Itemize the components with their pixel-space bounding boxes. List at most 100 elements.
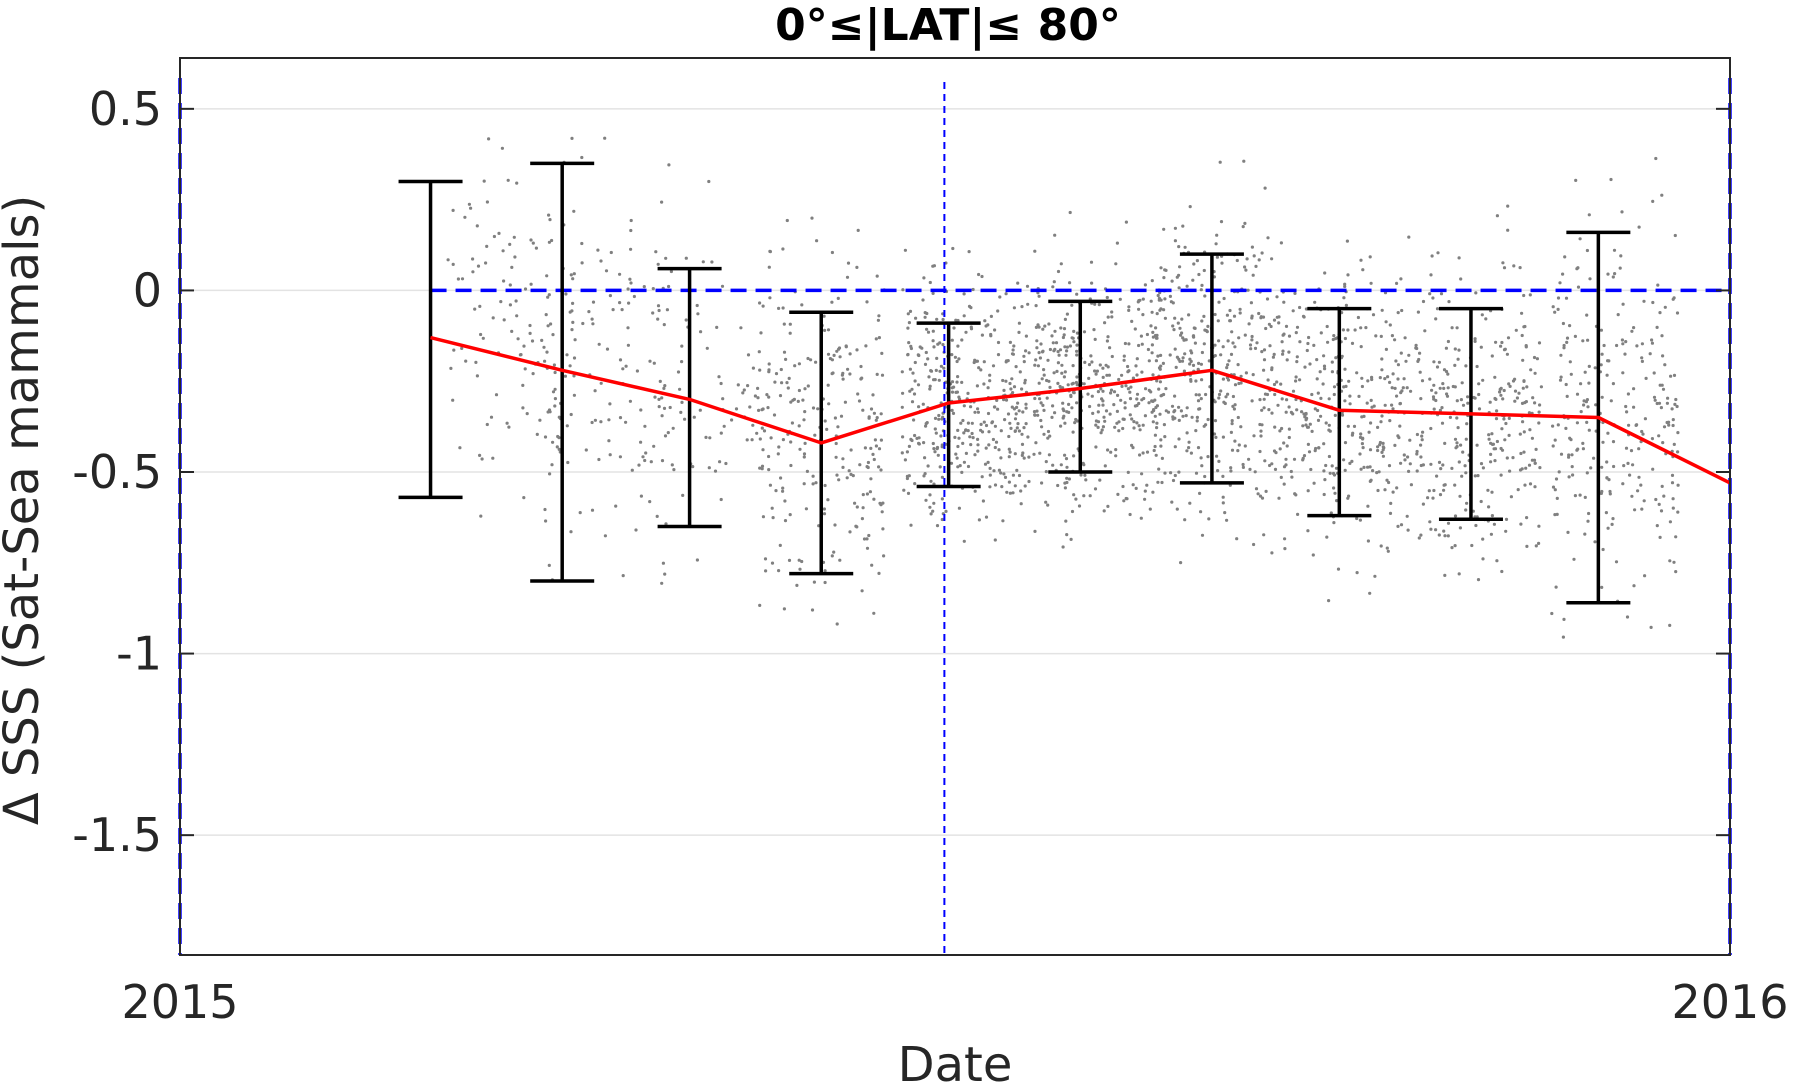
scatter-point [572,356,577,360]
scatter-point [1651,199,1655,203]
scatter-point [1162,423,1166,427]
scatter-point [487,137,491,141]
scatter-point [1260,350,1264,354]
scatter-point [1457,460,1461,464]
scatter-point [1195,415,1199,419]
scatter-point [1217,300,1221,304]
scatter-point [1393,443,1397,447]
scatter-point [497,231,501,235]
scatter-point [1671,423,1675,428]
scatter-point [1606,359,1610,363]
scatter-point [782,607,787,611]
scatter-point [1268,463,1272,468]
scatter-point [1474,291,1478,295]
scatter-point [1109,388,1114,392]
scatter-point [1137,307,1141,311]
scatter-point [935,524,940,528]
scatter-point [823,569,827,573]
scatter-point [988,373,992,377]
scatter-point [1651,300,1655,305]
scatter-point [1235,537,1239,541]
scatter-point [1316,391,1320,395]
scatter-point [1293,492,1297,496]
scatter-point [1284,410,1288,414]
scatter-point [1495,559,1499,563]
scatter-point [753,394,758,398]
scatter-point [730,418,734,422]
scatter-point [599,259,603,263]
scatter-point [1267,408,1271,412]
scatter-point [786,386,790,390]
scatter-point [1421,463,1425,467]
scatter-point [1371,313,1376,317]
scatter-point [1556,307,1560,311]
scatter-point [660,396,664,400]
scatter-point [987,443,991,447]
scatter-point [1024,349,1028,353]
scatter-point [774,372,779,376]
scatter-point [1434,317,1438,321]
scatter-point [1191,363,1196,367]
scatter-point [1446,534,1450,538]
scatter-point [1014,412,1018,416]
scatter-point [1260,408,1264,412]
scatter-point [1361,268,1365,272]
scatter-point [1163,435,1167,439]
scatter-point [1162,276,1166,280]
scatter-point [1116,393,1120,397]
scatter-point [1312,481,1316,485]
scatter-point [1325,324,1329,329]
scatter-point [1251,273,1255,277]
scatter-point [557,447,561,451]
scatter-point [1046,503,1050,507]
scatter-point [1273,392,1277,397]
scatter-point [1054,341,1059,345]
scatter-point [456,277,460,281]
scatter-point [1391,490,1395,494]
scatter-point [1513,377,1517,381]
scatter-point [1503,438,1507,442]
scatter-point [855,348,859,352]
scatter-point [925,327,929,331]
scatter-point [1160,480,1164,485]
scatter-point [551,333,555,337]
scatter-point [652,444,656,448]
scatter-point [1399,461,1403,465]
scatter-point [1528,293,1532,297]
scatter-point [1101,389,1105,393]
scatter-point [1583,532,1587,536]
scatter-point [976,437,980,441]
scatter-point [1067,477,1071,481]
scatter-point [1170,279,1174,283]
scatter-point [1532,355,1537,360]
scatter-point [826,352,831,356]
scatter-point [1071,336,1075,340]
scatter-point [1008,421,1012,425]
scatter-point [656,304,661,308]
scatter-point [565,424,569,428]
scatter-point [1108,346,1112,350]
scatter-point [494,393,499,397]
scatter-point [1313,300,1317,304]
scatter-point [608,453,612,457]
scatter-point [962,404,966,408]
scatter-point [1012,344,1016,348]
scatter-point [1147,359,1151,363]
scatter-point [867,533,871,538]
scatter-point [1658,311,1662,315]
scatter-point [836,296,840,300]
scatter-point [1658,535,1662,540]
scatter-point [669,269,674,274]
scatter-point [717,375,721,379]
scatter-point [1345,239,1349,243]
scatter-point [1589,466,1593,470]
scatter-point [1534,447,1538,451]
scatter-point [1243,333,1247,337]
scatter-point [801,398,805,402]
scatter-point [931,329,935,333]
scatter-point [1438,386,1442,390]
scatter-point [1386,375,1390,379]
scatter-point [719,381,723,386]
scatter-point [1431,296,1435,300]
scatter-point [1665,420,1669,425]
